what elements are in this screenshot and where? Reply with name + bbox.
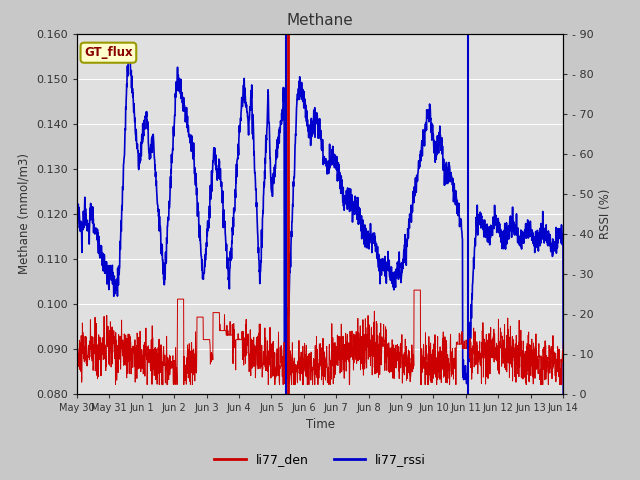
X-axis label: Time: Time: [305, 418, 335, 431]
Y-axis label: Methane (mmol/m3): Methane (mmol/m3): [17, 153, 31, 274]
Legend: li77_den, li77_rssi: li77_den, li77_rssi: [209, 448, 431, 471]
Text: GT_flux: GT_flux: [84, 46, 132, 59]
Title: Methane: Methane: [287, 13, 353, 28]
Y-axis label: RSSI (%): RSSI (%): [600, 189, 612, 239]
